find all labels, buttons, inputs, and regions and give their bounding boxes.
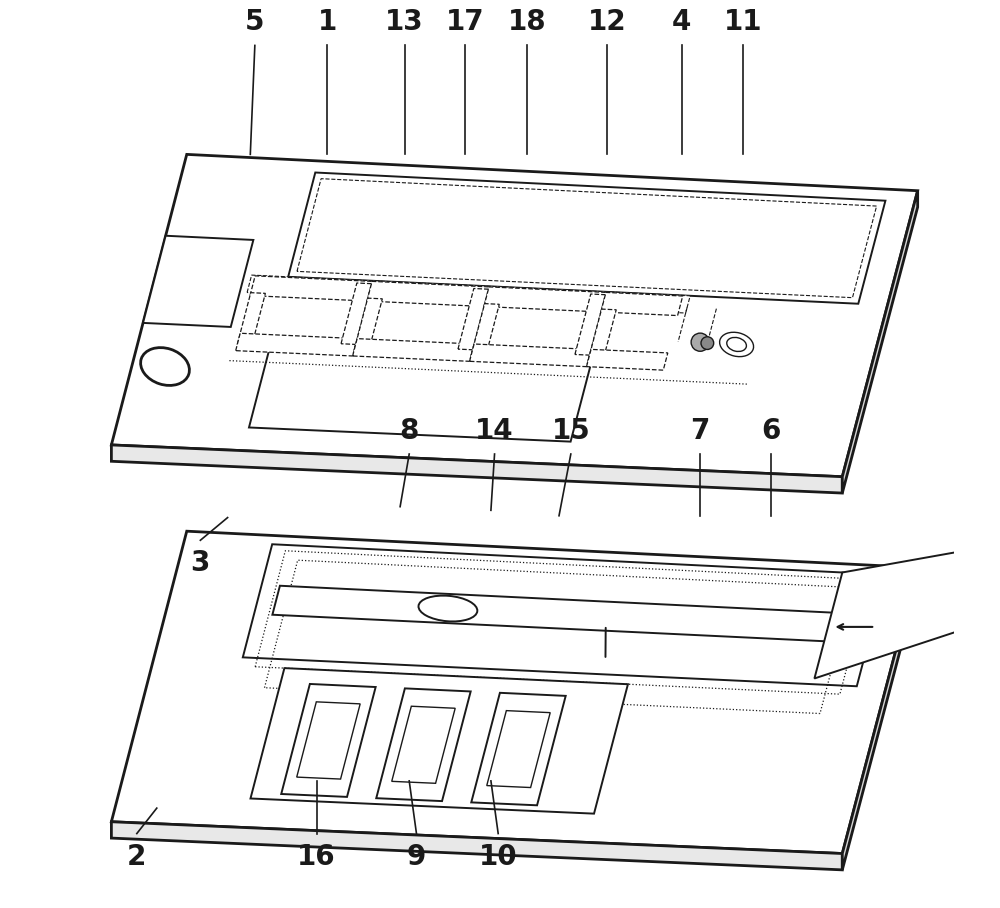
Polygon shape — [588, 309, 616, 361]
Polygon shape — [842, 568, 918, 870]
Polygon shape — [575, 294, 605, 355]
Text: 9: 9 — [407, 843, 426, 871]
Circle shape — [701, 337, 714, 350]
Polygon shape — [243, 544, 886, 686]
Polygon shape — [250, 276, 372, 301]
Text: 5: 5 — [245, 8, 265, 36]
Polygon shape — [814, 549, 972, 678]
Polygon shape — [354, 298, 382, 350]
Polygon shape — [288, 173, 885, 304]
Polygon shape — [353, 339, 474, 361]
Polygon shape — [272, 586, 846, 642]
Polygon shape — [250, 668, 628, 814]
Text: 8: 8 — [400, 417, 419, 445]
Polygon shape — [249, 340, 593, 441]
Polygon shape — [601, 292, 683, 316]
Polygon shape — [484, 287, 606, 312]
Text: 3: 3 — [191, 549, 210, 577]
Text: 6: 6 — [761, 417, 780, 445]
Text: 1: 1 — [318, 8, 337, 36]
Text: 15: 15 — [551, 417, 590, 445]
Text: 4: 4 — [672, 8, 691, 36]
Text: 2: 2 — [127, 843, 147, 871]
Polygon shape — [367, 281, 489, 307]
Text: 11: 11 — [724, 8, 763, 36]
Polygon shape — [247, 275, 690, 313]
Polygon shape — [111, 531, 918, 854]
Polygon shape — [111, 154, 918, 477]
Ellipse shape — [419, 596, 477, 621]
Polygon shape — [143, 236, 253, 327]
Polygon shape — [587, 350, 668, 370]
Text: 18: 18 — [508, 8, 547, 36]
Polygon shape — [392, 706, 455, 784]
Ellipse shape — [720, 332, 754, 357]
Polygon shape — [237, 292, 265, 346]
Polygon shape — [470, 344, 591, 367]
Polygon shape — [111, 822, 842, 870]
Text: 12: 12 — [588, 8, 626, 36]
Polygon shape — [376, 688, 471, 801]
Text: 16: 16 — [297, 843, 336, 871]
Polygon shape — [471, 303, 499, 356]
Circle shape — [691, 333, 709, 351]
Text: 13: 13 — [385, 8, 424, 36]
Polygon shape — [236, 333, 357, 356]
Text: 10: 10 — [479, 843, 517, 871]
Polygon shape — [111, 445, 842, 493]
Polygon shape — [842, 191, 918, 493]
Polygon shape — [471, 693, 566, 805]
Polygon shape — [341, 283, 371, 344]
Polygon shape — [487, 711, 550, 787]
Polygon shape — [458, 289, 488, 350]
Text: 7: 7 — [690, 417, 709, 445]
Polygon shape — [281, 684, 376, 797]
Text: 17: 17 — [446, 8, 485, 36]
Ellipse shape — [141, 348, 189, 385]
Ellipse shape — [727, 338, 746, 351]
Polygon shape — [297, 702, 360, 779]
Text: 14: 14 — [475, 417, 514, 445]
